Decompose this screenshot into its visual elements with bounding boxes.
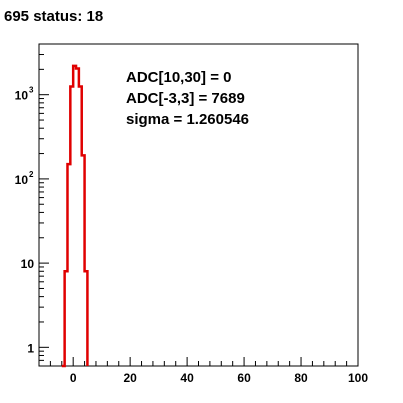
y-tick-label: 10 3	[15, 86, 34, 103]
y-tick-label: 10	[21, 257, 35, 271]
x-tick-label: 80	[294, 371, 308, 385]
y-tick-base: 10	[21, 257, 35, 271]
y-tick-base: 10	[15, 173, 29, 187]
y-tick-exponent: 3	[29, 86, 34, 95]
x-tick-label: 40	[180, 371, 194, 385]
x-tick-label: 60	[237, 371, 251, 385]
canvas-title: 695 status: 18	[4, 8, 104, 25]
y-tick-base: 1	[27, 341, 34, 355]
x-tick-label: 20	[123, 371, 137, 385]
stats-annotation: ADC[-3,3] = 7689	[126, 90, 245, 107]
y-tick-exponent: 2	[29, 170, 34, 179]
histogram-series	[61, 64, 89, 368]
y-tick-label: 10 2	[15, 170, 34, 187]
y-tick-base: 10	[15, 89, 29, 103]
x-tick-label: 100	[348, 371, 368, 385]
y-tick-label: 1	[27, 341, 34, 355]
x-tick-label: 0	[70, 371, 77, 385]
stats-annotation: sigma = 1.260546	[126, 111, 249, 128]
stats-annotation: ADC[10,30] = 0	[126, 69, 231, 86]
